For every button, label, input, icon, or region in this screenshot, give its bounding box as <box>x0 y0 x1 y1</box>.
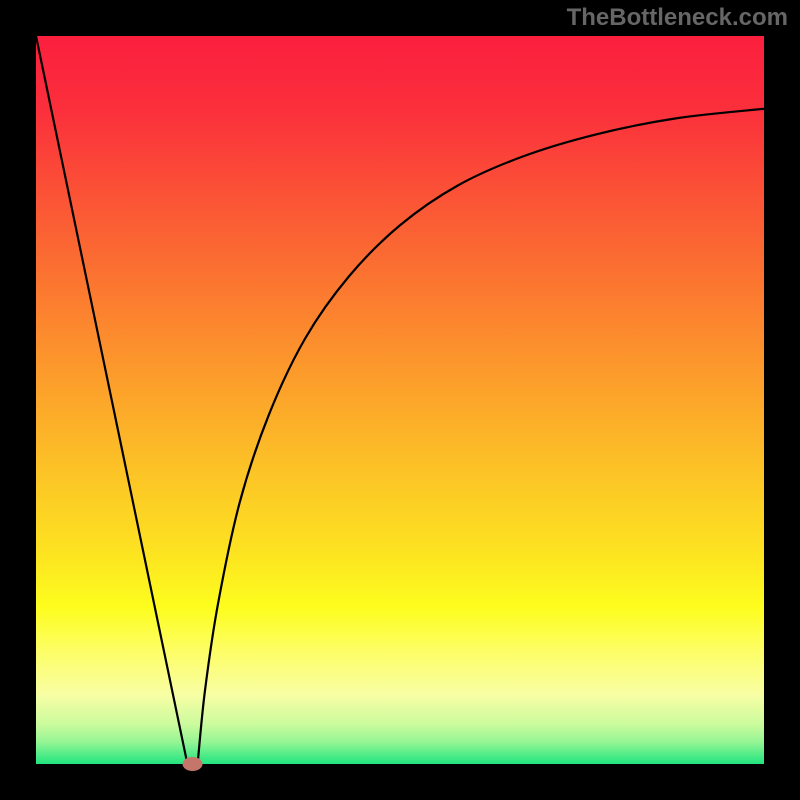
plot-svg <box>0 0 800 800</box>
watermark-text: TheBottleneck.com <box>567 4 788 32</box>
bottleneck-marker <box>183 757 203 771</box>
chart-container: TheBottleneck.com <box>0 0 800 800</box>
plot-background <box>36 36 764 764</box>
